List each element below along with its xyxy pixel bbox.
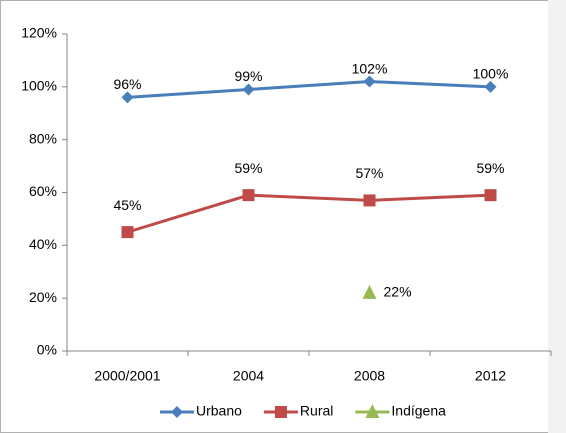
y-tick-label: 80% [29, 130, 57, 146]
data-label: 45% [113, 197, 141, 213]
data-label: 57% [355, 165, 383, 181]
legend-label: Rural [300, 403, 333, 419]
data-label: 59% [234, 160, 262, 176]
y-tick-label: 40% [29, 236, 57, 252]
y-tick-label: 100% [21, 78, 57, 94]
legend-marker [365, 404, 380, 418]
y-tick-label: 0% [37, 342, 57, 358]
frame-margin [548, 0, 566, 433]
marker [121, 91, 134, 104]
data-label: 22% [384, 284, 412, 300]
marker [484, 80, 497, 93]
legend-marker [171, 406, 183, 418]
data-label: 96% [113, 76, 141, 92]
legend-marker [274, 406, 287, 418]
x-tick-label: 2012 [475, 368, 506, 384]
marker [362, 284, 377, 299]
marker [121, 226, 134, 239]
marker [363, 75, 376, 88]
marker [242, 83, 255, 96]
data-label: 100% [473, 66, 509, 82]
x-tick-label: 2004 [233, 368, 264, 384]
y-tick-label: 60% [29, 183, 57, 199]
data-label: 99% [234, 68, 262, 84]
marker [484, 189, 497, 202]
legend-label: Urbano [196, 403, 242, 419]
series-line [127, 80, 491, 99]
y-tick-label: 120% [21, 25, 57, 41]
legend-label: Indígena [391, 403, 446, 419]
x-tick-label: 2000/2001 [94, 368, 160, 384]
x-tick-label: 2008 [354, 368, 385, 384]
data-label: 59% [476, 160, 504, 176]
marker [363, 194, 376, 207]
data-label: 102% [352, 60, 388, 76]
y-tick-label: 20% [29, 289, 57, 305]
series-line [127, 193, 491, 234]
marker [242, 189, 255, 202]
